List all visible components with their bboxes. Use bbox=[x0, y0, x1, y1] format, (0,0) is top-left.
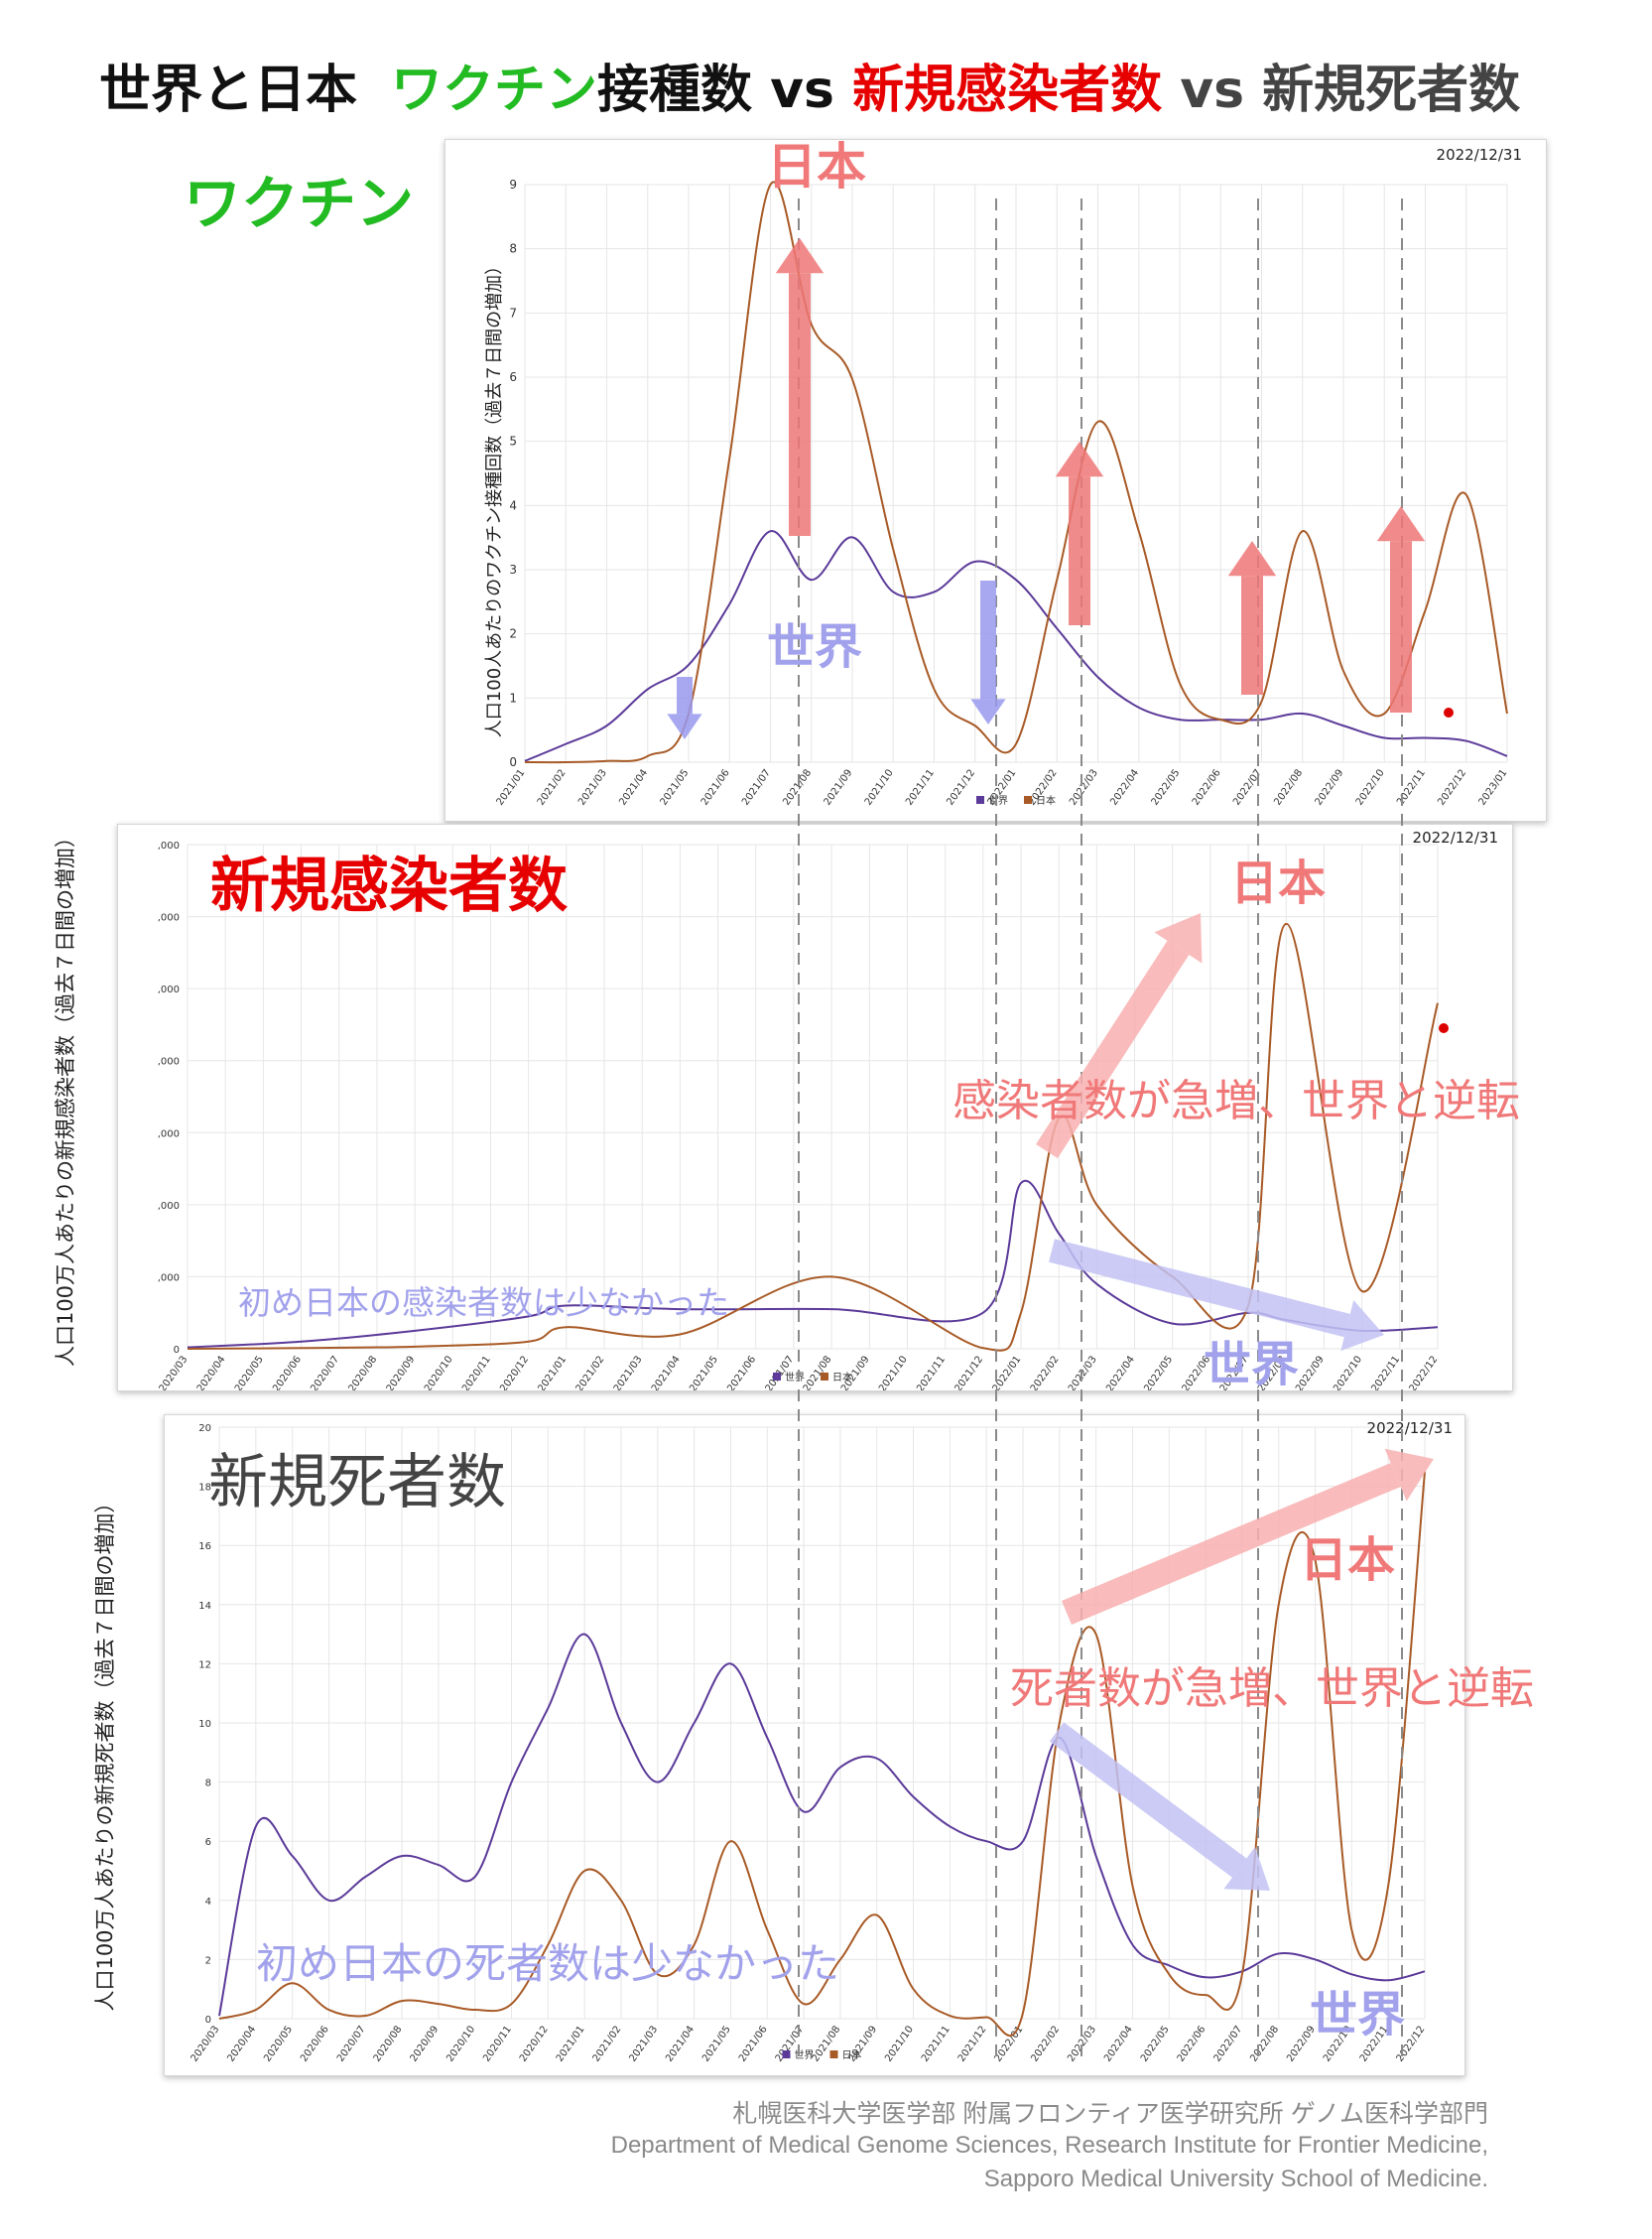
vaccine-date-stamp: 2022/12/31 bbox=[1436, 146, 1522, 164]
title-part-deaths: vs 新規死者数 bbox=[1162, 61, 1521, 120]
y-tick-label: 5 bbox=[509, 435, 517, 449]
cases-japan-label: 日本 bbox=[1230, 856, 1327, 911]
y-tick-label: 12 bbox=[198, 1659, 211, 1670]
legend-label-japan: 日本 bbox=[1036, 794, 1056, 807]
title-part-world-japan: 世界と日本 bbox=[99, 61, 358, 120]
y-tick-label: 7 bbox=[509, 306, 517, 320]
y-tick-label: 0 bbox=[509, 755, 517, 769]
legend-swatch-japan bbox=[1024, 796, 1032, 804]
title-part-vaccine: ワクチン bbox=[391, 61, 598, 120]
vaccine-japan-arrow-4-head bbox=[1376, 506, 1426, 542]
cases-japan-arrow-shaft bbox=[1036, 940, 1190, 1159]
deaths-world-label: 世界 bbox=[1310, 1987, 1406, 2042]
japan-series-line bbox=[218, 1471, 1426, 2038]
y-tick-label: 10 bbox=[198, 1719, 211, 1730]
footer-affiliation-en-1: Department of Medical Genome Sciences, R… bbox=[610, 2132, 1488, 2159]
legend-swatch-world bbox=[976, 796, 984, 804]
cases-japan-note: 感染者数が急増、世界と逆転 bbox=[953, 1076, 1520, 1126]
cases-world-label: 世界 bbox=[1204, 1337, 1300, 1392]
y-tick-label: ,000 bbox=[158, 1201, 180, 1212]
y-tick-label: 4 bbox=[205, 1897, 211, 1908]
legend-label-japan: 日本 bbox=[842, 2048, 862, 2061]
legend-swatch-world bbox=[773, 1373, 781, 1381]
deaths-world-arrow-shaft bbox=[1049, 1722, 1247, 1878]
y-tick-label: 6 bbox=[205, 1837, 211, 1848]
vaccine-world-arrow-2-head bbox=[970, 699, 1006, 724]
y-tick-label: 8 bbox=[509, 242, 517, 256]
vaccine-japan-label: 日本 bbox=[767, 138, 866, 196]
vaccine-japan-arrow-2-head bbox=[1055, 442, 1104, 477]
legend-label-world: 世界 bbox=[988, 795, 1008, 807]
y-tick-label: 9 bbox=[509, 178, 517, 192]
vaccine-world-arrow-1-head bbox=[667, 714, 702, 739]
y-tick-label: 18 bbox=[198, 1483, 211, 1494]
y-tick-label: ,000 bbox=[158, 1272, 180, 1283]
y-tick-label: 0 bbox=[205, 2015, 211, 2026]
y-tick-label: 16 bbox=[198, 1541, 211, 1552]
y-tick-label: 6 bbox=[509, 370, 517, 384]
legend-swatch-world bbox=[782, 2050, 791, 2058]
footer-affiliation-ja: 札幌医科大学医学部 附属フロンティア医学研究所 ゲノム医科学部門 bbox=[732, 2100, 1488, 2128]
deaths-chart-panel: 0 2 4 6 8 10 12 14 16 18 20 2020/03 2020/04 2020/05 20… bbox=[164, 1414, 1465, 2076]
y-tick-label: 1 bbox=[509, 691, 517, 705]
y-tick-label: 14 bbox=[198, 1601, 211, 1612]
cases-red-dot bbox=[1439, 1023, 1449, 1033]
cases-world-note: 初め日本の感染者数は少なかった bbox=[238, 1283, 729, 1322]
vaccine-japan-arrow-3-head bbox=[1227, 541, 1277, 577]
deaths-japan-arrow-head bbox=[1384, 1448, 1434, 1502]
cases-world-arrow-shaft bbox=[1049, 1239, 1350, 1338]
cases-japan-arrow-head bbox=[1154, 913, 1203, 964]
japan-series-line bbox=[524, 181, 1508, 764]
footer-affiliation-en-2: Sapporo Medical University School of Med… bbox=[983, 2166, 1488, 2192]
deaths-world-arrow-head bbox=[1223, 1846, 1270, 1891]
y-tick-label: 2 bbox=[205, 1955, 211, 1966]
cases-world-arrow-head bbox=[1340, 1299, 1384, 1352]
deaths-date-stamp: 2022/12/31 bbox=[1366, 1419, 1453, 1437]
deaths-japan-label: 日本 bbox=[1300, 1532, 1396, 1588]
deaths-panel-heading: 新規死者数 bbox=[208, 1448, 506, 1517]
y-tick-label: ,000 bbox=[158, 913, 180, 924]
cases-date-stamp: 2022/12/31 bbox=[1412, 829, 1498, 847]
legend-swatch-japan bbox=[821, 1373, 828, 1381]
y-tick-label: ,000 bbox=[158, 985, 180, 995]
y-tick-label: ,000 bbox=[158, 841, 180, 852]
deaths-japan-arrow-shaft bbox=[1061, 1463, 1401, 1625]
y-tick-label: 4 bbox=[509, 498, 517, 512]
y-tick-label: 8 bbox=[205, 1778, 211, 1789]
world-series-line bbox=[524, 530, 1508, 762]
cases-panel-heading: 新規感染者数 bbox=[210, 852, 568, 921]
deaths-japan-note: 死者数が急増、世界と逆転 bbox=[1010, 1663, 1534, 1714]
y-tick-label: 3 bbox=[509, 563, 517, 577]
y-tick-label: 2 bbox=[509, 627, 517, 641]
vaccine-japan-arrow-1-head bbox=[775, 238, 825, 274]
title-part-vaccination: 接種数 vs bbox=[597, 61, 853, 120]
y-tick-label: 20 bbox=[198, 1423, 211, 1434]
vaccine-red-dot bbox=[1444, 708, 1454, 718]
y-tick-label: ,000 bbox=[158, 1128, 180, 1139]
vaccine-panel-heading: ワクチン bbox=[184, 170, 415, 237]
title-part-cases: 新規感染者数 bbox=[852, 61, 1163, 120]
deaths-world-note: 初め日本の死者数は少なかった bbox=[256, 1939, 840, 1988]
legend-swatch-japan bbox=[829, 2050, 838, 2058]
page-title: 世界と日本 ワクチン接種数 vs 新規感染者数 vs 新規死者数 bbox=[99, 48, 1588, 122]
legend-label-japan: 日本 bbox=[832, 1371, 852, 1383]
vaccine-world-label: 世界 bbox=[767, 619, 863, 675]
y-tick-label: 0 bbox=[174, 1345, 180, 1356]
y-tick-label: ,000 bbox=[158, 1057, 180, 1068]
